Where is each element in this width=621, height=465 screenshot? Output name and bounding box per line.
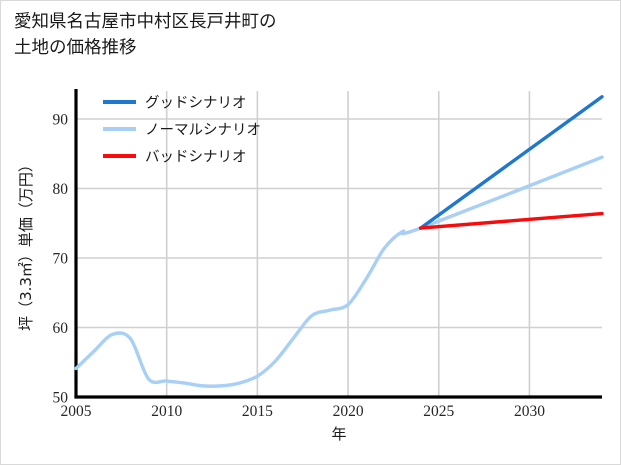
x-tick-label: 2015 [242,403,273,420]
y-tick-label: 50 [53,390,69,407]
y-axis-tick-labels: 50 60 70 80 90 [53,112,69,407]
legend-label: ノーマルシナリオ [145,123,261,139]
series-line-bad [418,211,604,230]
x-axis-title: 年 [331,425,346,443]
series-line-good [418,95,604,230]
gridlines [75,91,602,398]
legend-label: バッドシナリオ [145,150,247,166]
x-tick-label: 2010 [151,403,182,420]
axis-lines [74,89,602,399]
page-title: 愛知県名古屋市中村区長戸井町の 土地の価格推移 [14,12,277,58]
data-series-lines [74,95,604,388]
y-tick-label: 80 [53,181,69,198]
y-axis-title: 坪（3.3㎡）単価（万円） [17,157,35,331]
x-tick-label: 2025 [423,403,454,420]
x-tick-label: 2020 [333,403,364,420]
x-axis-tick-labels: 2005 2010 2015 2020 2025 2030 [61,403,546,420]
legend-label: グッドシナリオ [145,95,247,112]
series-line-normal [74,155,604,388]
y-tick-label: 70 [53,251,69,268]
x-tick-label: 2005 [61,403,92,420]
y-tick-label: 90 [53,112,69,129]
y-tick-label: 60 [53,320,69,337]
x-tick-label: 2030 [514,403,545,420]
